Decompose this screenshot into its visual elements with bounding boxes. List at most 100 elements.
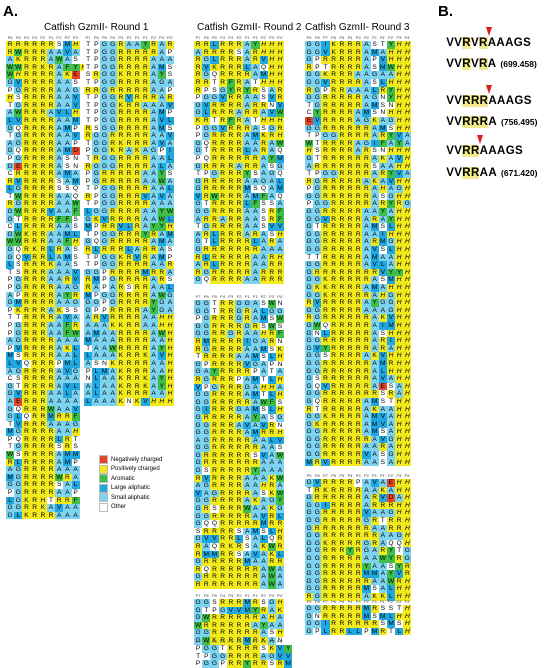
residue-cell: R [321,246,330,254]
residue-cell: A [71,48,80,57]
residue-cell: R [321,268,330,277]
position-label: P1' [252,294,259,299]
residue-cell: Q [14,147,23,155]
residue-cell: R [329,185,338,193]
residue-cell: L [386,612,396,621]
residue-cell: R [133,306,142,315]
residue-cell: G [108,116,117,125]
residue-cell: M [92,329,101,338]
position-label: P1' [56,35,63,40]
residue-cell: Q [202,520,211,528]
residue-cell: R [46,94,56,102]
residue-cell: R [354,428,363,436]
residue-cell: R [354,375,363,383]
residue-cell: R [210,421,219,430]
residue-cell: A [362,86,371,95]
residue-cell: A [267,621,276,630]
residue-cell: R [226,459,235,468]
residue-cell: R [141,124,150,133]
residue-cell: A [362,261,371,269]
residue-cell: R [345,291,355,300]
residue-cell: H [395,177,404,186]
residue-cell: R [30,504,39,512]
residue-cell: R [218,300,227,308]
residue-cell: V [386,314,396,322]
position-label: P4' [404,599,411,604]
residue-cell: F [275,330,285,338]
residue-cell: G [6,78,15,87]
residue-cell: R [116,314,125,322]
residue-cell: G [100,185,109,193]
residue-cell: V [275,645,285,653]
residue-cell: R [251,580,260,589]
residue-cell: R [329,223,338,231]
residue-cell: R [337,124,346,133]
residue-cell: R [345,71,355,79]
residue-cell: H [395,501,404,510]
residue-cell: R [30,306,39,315]
residue-cell: R [133,329,142,338]
residue-cell: G [362,139,371,148]
residue-cell: H [395,435,404,444]
residue-cell: A [251,276,260,284]
residue-cell: G [305,78,314,87]
residue-cell: R [226,268,235,277]
residue-cell: A [354,109,363,117]
residue-cell: G [210,489,219,498]
position-header: P6 P5 P4 P3 P2 P1 P1' P2' P3' [6,34,88,41]
residue-cell: R [226,406,235,414]
residue-cell: T [6,132,15,140]
residue-cell: R [30,208,39,216]
residue-cell: R [124,314,134,322]
motif-residue: V [446,167,454,179]
residue-cell: R [30,458,39,467]
residue-cell: R [194,78,203,87]
residue-cell: S [165,246,175,254]
residue-cell: R [226,489,235,498]
residue-cell: G [194,606,203,615]
residue-cell: G [243,322,252,331]
residue-cell: R [30,435,39,444]
cleavage-arrow-icon [486,85,492,94]
residue-cell: V [165,101,175,110]
residue-cell: H [403,56,412,64]
residue-cell: A [370,509,379,517]
residue-cell: S [259,353,268,361]
residue-cell: G [6,215,15,224]
position-label: P1 [372,35,378,40]
residue-cell: R [354,382,363,391]
residue-cell: A [378,116,387,125]
residue-cell: R [354,170,363,178]
residue-cell: A [108,367,117,376]
position-label: P7 [195,593,201,598]
residue-cell: G [71,367,80,376]
residue-cell: A [55,208,64,216]
residue-cell: N [275,360,285,369]
residue-cell: R [345,139,355,148]
residue-cell: G [6,390,15,398]
motif-residue: V [446,95,454,107]
residue-cell: Q [321,321,330,330]
residue-cell: M [362,585,371,593]
residue-cell: S [313,147,322,155]
residue-cell: A [243,497,252,506]
residue-cell: G [305,306,314,315]
residue-cell: G [305,215,314,224]
residue-cell: S [63,154,72,163]
residue-cell: R [321,208,330,216]
residue-cell: R [337,367,346,376]
residue-cell: R [14,170,23,178]
residue-cell: R [84,86,93,95]
residue-cell: G [321,200,330,209]
residue-cell: A [157,337,166,345]
